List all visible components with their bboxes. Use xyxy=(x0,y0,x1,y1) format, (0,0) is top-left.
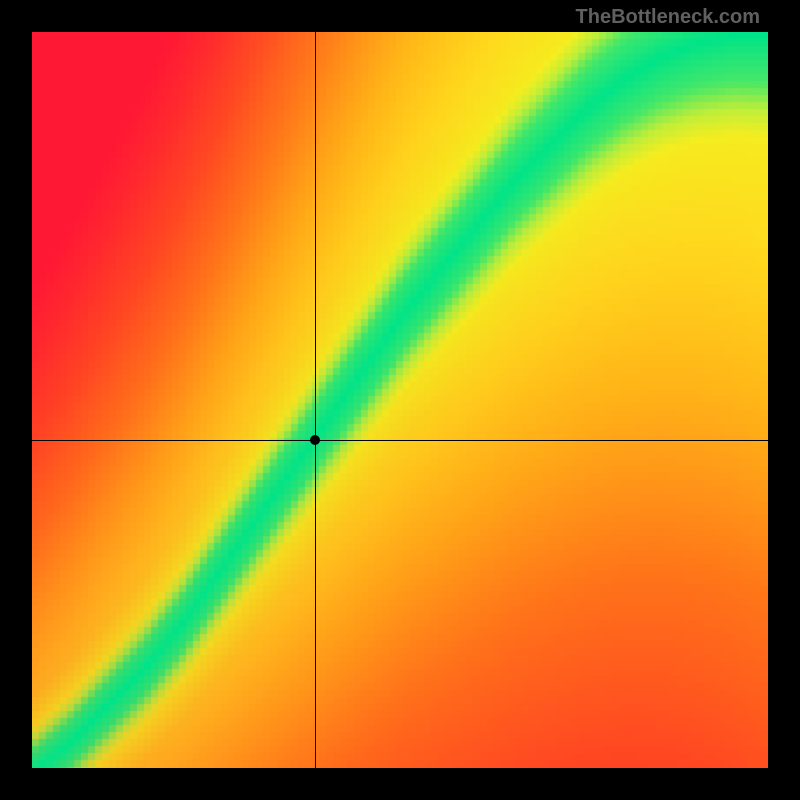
heatmap-canvas xyxy=(32,32,768,768)
marker-dot xyxy=(310,435,320,445)
crosshair-vertical xyxy=(315,32,316,768)
crosshair-horizontal xyxy=(32,440,768,441)
watermark-text: TheBottleneck.com xyxy=(576,6,760,29)
heatmap-plot xyxy=(32,32,768,768)
